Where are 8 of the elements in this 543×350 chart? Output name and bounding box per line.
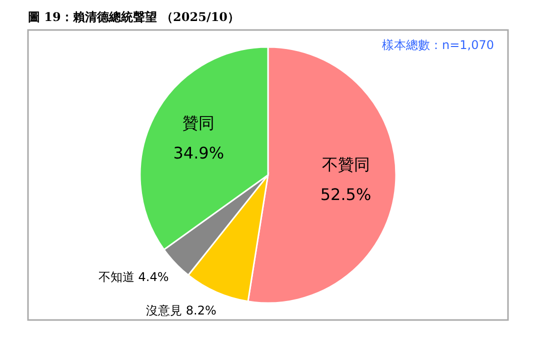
slice-label: 沒意見 8.2% [146,303,216,318]
slice-label: 不贊同 [322,155,370,174]
slice-label: 贊同 [182,113,215,132]
chart-title: 圖 19：賴清德總統聲望 （2025/10） [28,10,240,24]
text: 樣本總數：n=1,070 [382,38,494,52]
slice-label: 不知道 4.4% [98,270,169,284]
data-label: 34.9% [173,143,224,162]
data-label: 52.5% [320,185,372,204]
